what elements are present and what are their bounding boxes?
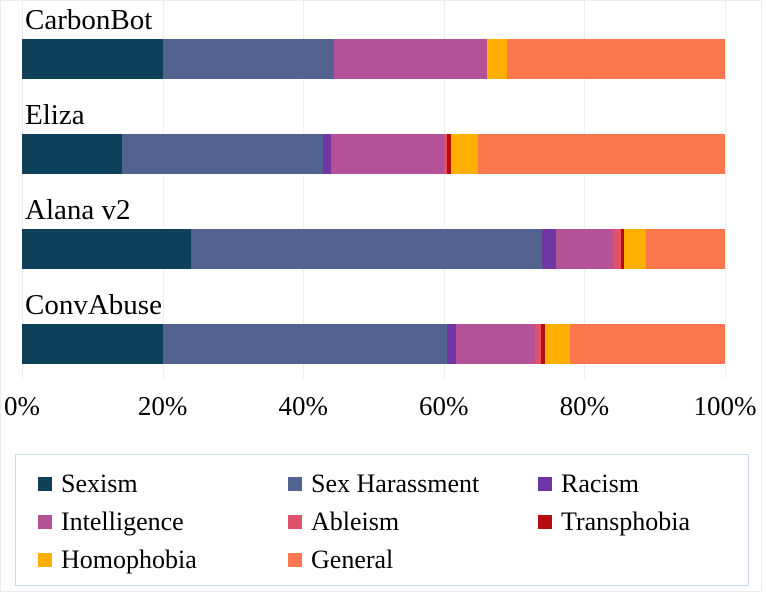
gridline [725,1,726,379]
bar-segment-sex-harassment [162,324,447,364]
bar-segment-racism [322,134,332,174]
bar-segment-ableism [535,324,542,364]
legend-swatch-icon [538,477,552,491]
stacked-bar [22,324,725,364]
stacked-bar [22,134,725,174]
legend-swatch-icon [288,477,302,491]
bar-segment-sex-harassment [121,134,323,174]
bar-segment-intelligence [331,134,444,174]
bar-segment-sexism [22,324,163,364]
bar-segment-sexism [22,134,122,174]
legend-swatch-icon [538,515,552,529]
legend-item: Transphobia [538,503,748,541]
legend: Sexism Sex Harassment Racism Intelligence Ab… [15,454,749,586]
bar-segment-ableism [612,229,621,269]
bar-segment-general [570,324,725,364]
legend-label: Ableism [311,507,400,536]
legend-label: Sexism [61,469,138,498]
bar-segment-racism [542,229,557,269]
legend-item: Intelligence [38,503,288,541]
bar-label: Eliza [25,99,85,131]
bar-segment-transphobia [541,324,545,364]
bar-segment-general [478,134,725,174]
legend-label: Racism [561,469,639,498]
legend-item: Homophobia [38,541,288,579]
bar-segment-homophobia [486,39,508,79]
stacked-bar [22,39,725,79]
legend-label: General [311,545,394,574]
x-axis: 0% 20% 40% 60% 80% 100% [1,389,761,429]
gridline [22,1,23,379]
legend-label: Intelligence [61,507,184,536]
gridline [303,1,305,379]
legend-label: Transphobia [561,507,691,536]
bar-segment-intelligence [556,229,613,269]
bar-segment-transphobia [447,134,451,174]
bar-segment-intelligence [334,39,487,79]
bar-label: Alana v2 [25,194,131,226]
bar-segment-sexism [22,39,163,79]
x-axis-tick-label: 100% [693,391,757,421]
gridline [443,1,445,379]
bar-segment-transphobia [620,229,625,269]
legend-swatch-icon [288,553,302,567]
x-axis-tick-label: 20% [137,391,188,421]
gridline [584,1,586,379]
bar-label: ConvAbuse [25,289,162,321]
bar-segment-ableism [443,134,448,174]
bar-segment-sexism [22,229,191,269]
legend-swatch-icon [38,515,52,529]
bar-segment-intelligence [456,324,536,364]
bar-segment-homophobia [624,229,647,269]
bar-segment-sex-harassment [162,39,335,79]
stacked-bar [22,229,725,269]
legend-item: Racism [538,465,748,503]
legend-item: Sexism [38,465,288,503]
x-axis-tick-label: 40% [278,391,328,421]
x-axis-tick-label: 0% [4,391,40,421]
bar-segment-general [507,39,725,79]
bar-label: CarbonBot [25,4,153,36]
x-axis-tick-label: 80% [559,391,610,421]
bar-segment-general [646,229,725,269]
legend-swatch-icon [288,515,302,529]
bar-segment-sex-harassment [190,229,543,269]
legend-swatch-icon [38,553,52,567]
legend-item: Sex Harassment [288,465,538,503]
gridline [162,1,164,379]
legend-item: Ableism [288,503,538,541]
bar-segment-homophobia [450,134,479,174]
bar-segment-racism [446,324,457,364]
plot-area: CarbonBot Eliza Alana v2 ConvAbuse [1,1,761,381]
x-axis-tick-label: 60% [419,391,469,421]
legend-swatch-icon [38,477,52,491]
legend-item: General [288,541,538,579]
legend-label: Homophobia [61,545,197,574]
legend-label: Sex Harassment [311,469,480,498]
bar-segment-homophobia [544,324,571,364]
